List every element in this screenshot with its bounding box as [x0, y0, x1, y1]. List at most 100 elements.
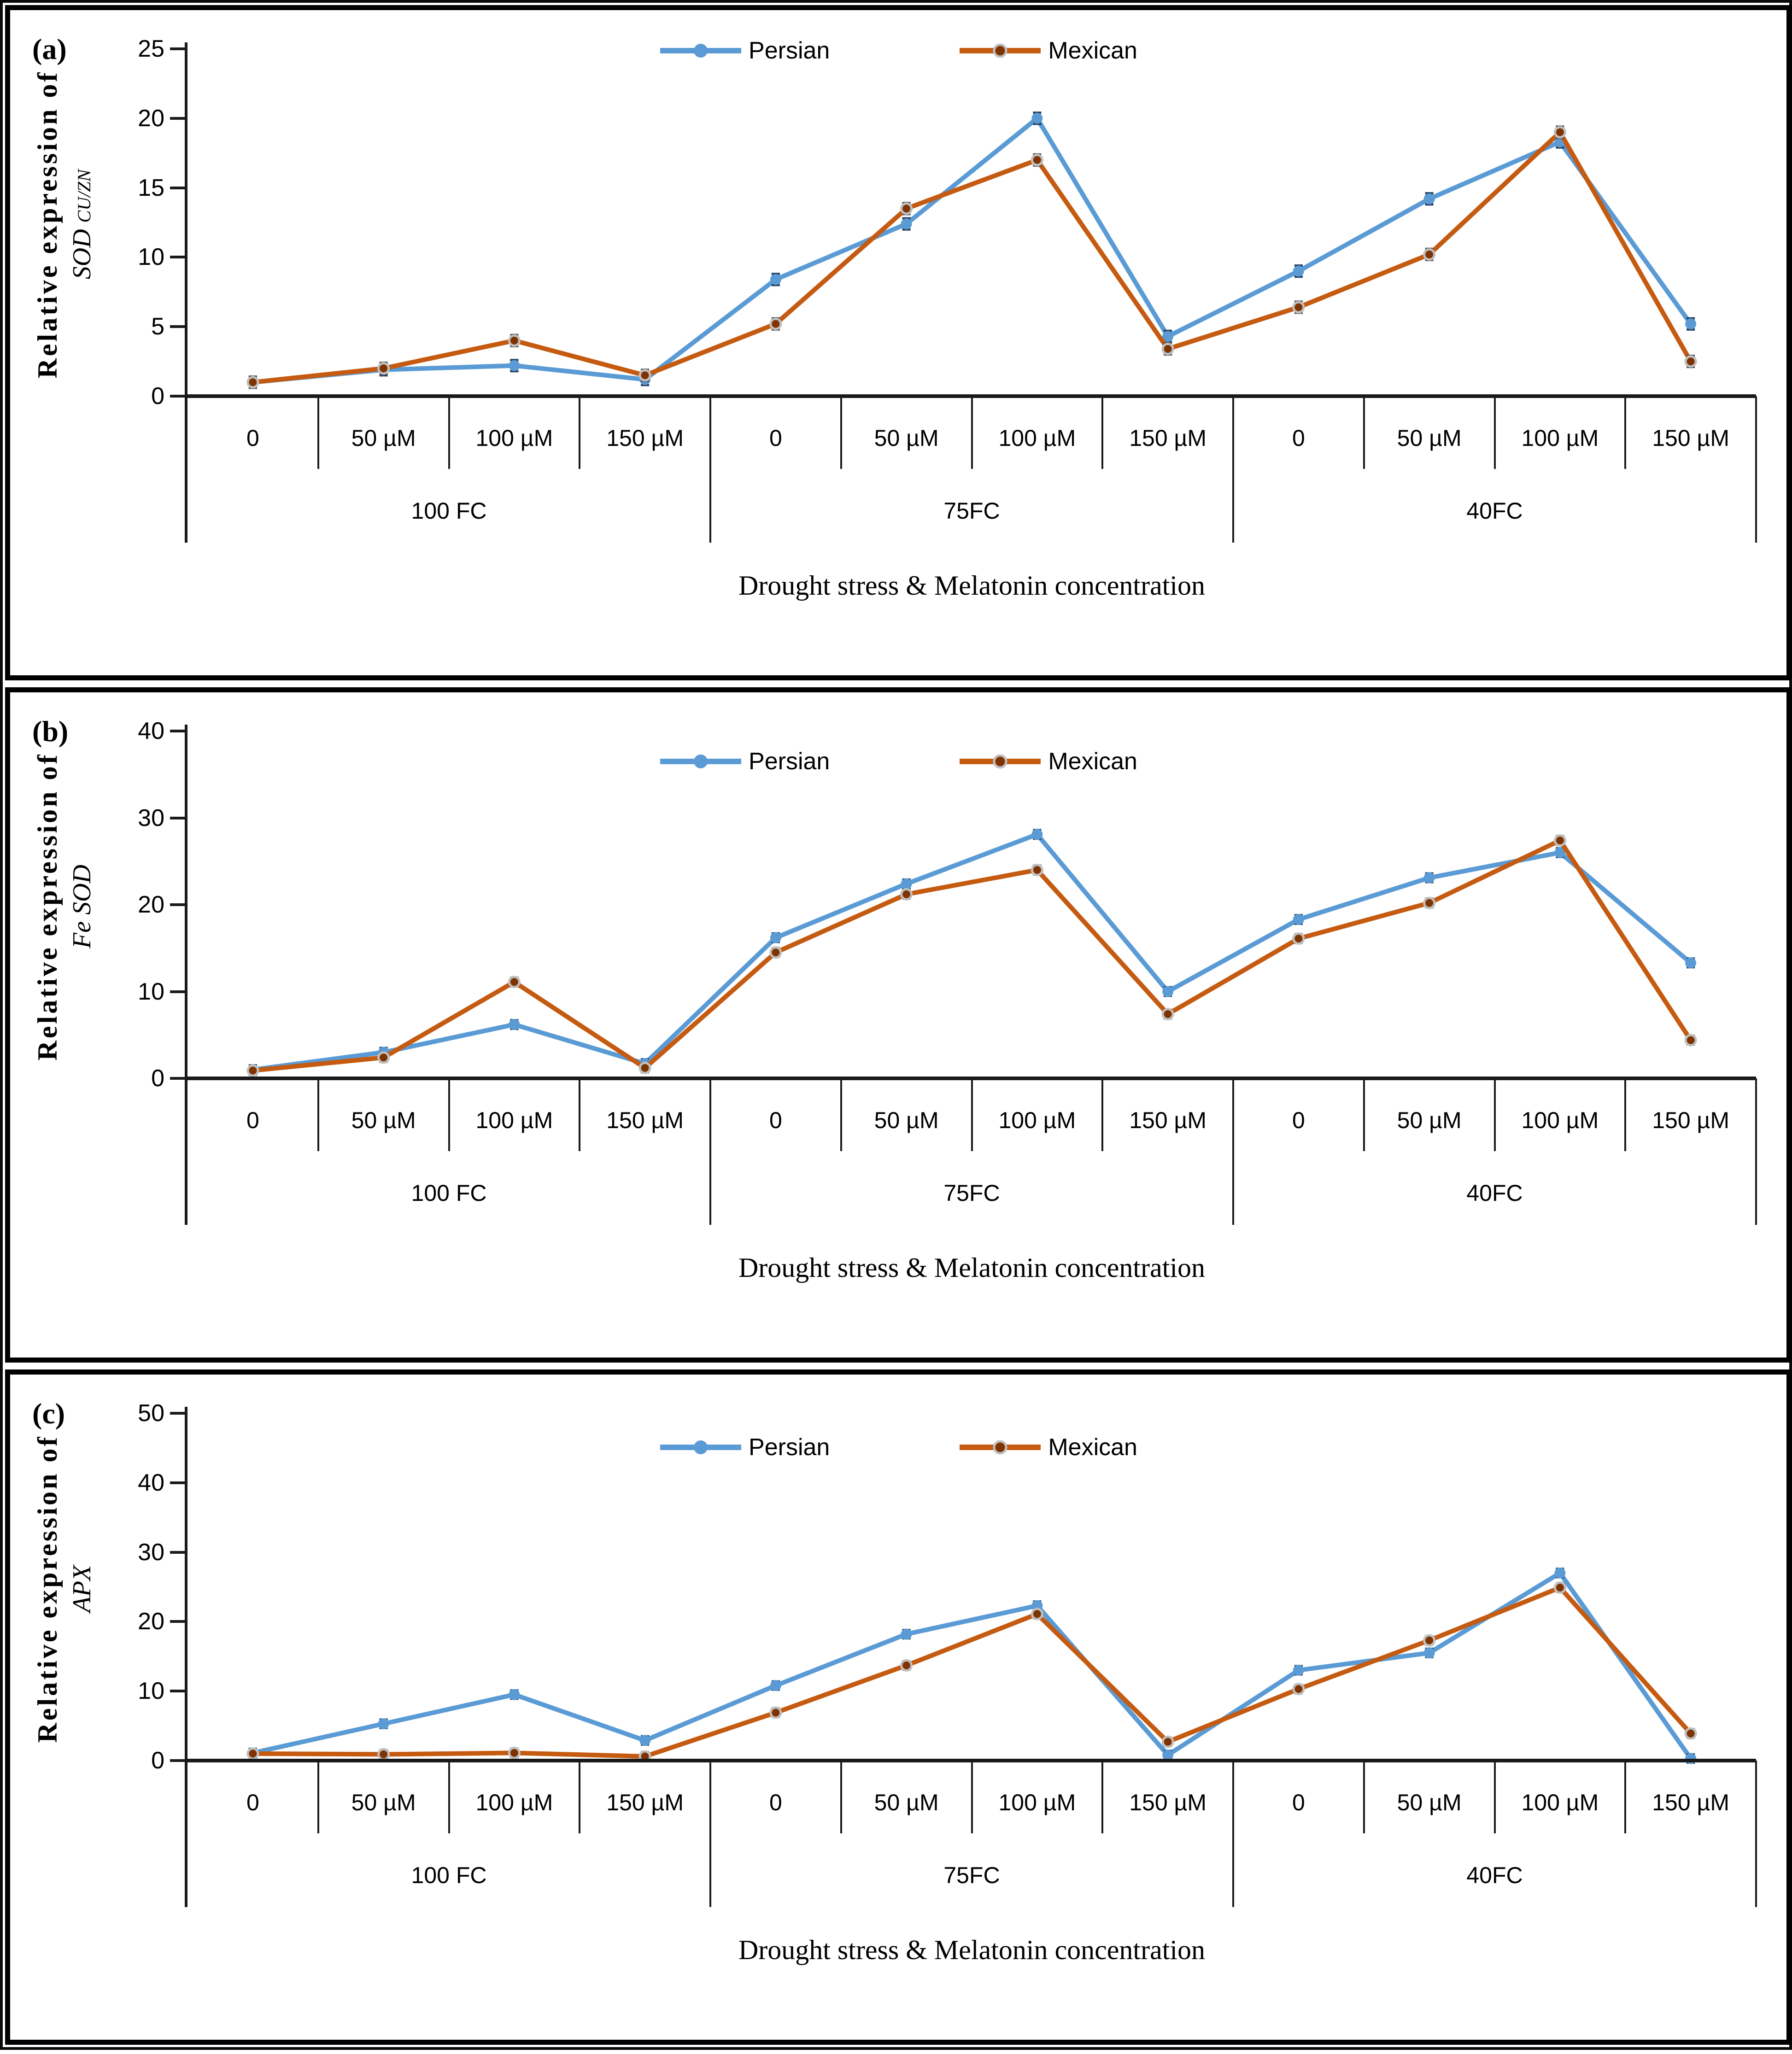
data-point-marker-persian: [1293, 1664, 1304, 1676]
y-axis-line: [185, 1407, 187, 1907]
series-line-mexican: [250, 838, 1693, 1073]
category-divider-line: [579, 1761, 581, 1833]
data-point-marker-persian: [1031, 112, 1043, 124]
y-tick-mark: [170, 325, 185, 328]
data-point-marker-persian: [639, 1735, 651, 1746]
data-point-marker-persian: [1685, 957, 1697, 969]
persian-line-marker-icon: [660, 44, 742, 58]
legend-item-mexican: Mexican: [959, 1434, 1137, 1461]
gene-name: SOD: [68, 229, 96, 280]
y-tick-mark: [170, 1481, 185, 1484]
category-divider-line: [317, 1761, 319, 1833]
category-label: 150 µM: [1129, 1790, 1207, 1815]
data-point-marker-mexican: [900, 888, 913, 901]
data-point-marker-mexican: [1553, 834, 1566, 847]
data-point-marker-persian: [1031, 829, 1043, 840]
category-label: 150 µM: [1129, 425, 1207, 451]
data-point-marker-mexican: [638, 369, 651, 382]
legend-item-mexican: Mexican: [959, 37, 1137, 64]
y-tick-label: 5: [151, 313, 164, 340]
category-divider-line: [448, 1078, 450, 1151]
y-tick-label: 0: [151, 1747, 164, 1774]
data-point-marker-mexican: [638, 1061, 651, 1074]
category-divider-line: [1624, 396, 1627, 469]
group-divider-line: [1232, 396, 1234, 543]
panel-b: (b) Relative expression of Fe SOD Persia…: [5, 687, 1792, 1363]
category-divider-line: [1493, 1761, 1496, 1833]
y-axis-title-gene: APX: [65, 1409, 101, 1768]
category-divider-line: [1363, 1078, 1365, 1151]
data-point-marker-persian: [1554, 136, 1566, 148]
group-divider-line: [1755, 1078, 1757, 1225]
series-line-persian: [250, 832, 1693, 1072]
y-tick-mark: [170, 990, 185, 993]
data-point-marker-mexican: [508, 1746, 521, 1759]
category-label: 150 µM: [606, 1107, 684, 1133]
data-point-marker-persian: [378, 1718, 389, 1730]
category-label: 150 µM: [1129, 1107, 1207, 1133]
legend-label-mexican: Mexican: [1048, 1434, 1137, 1461]
legend-label-mexican: Mexican: [1048, 37, 1137, 64]
data-point-marker-mexican: [508, 976, 521, 989]
group-label: 40FC: [1466, 1180, 1523, 1206]
category-label: 50 µM: [1397, 1790, 1462, 1815]
x-axis-line: [185, 394, 1756, 398]
data-point-marker-mexican: [1423, 248, 1436, 261]
y-axis-title-gene: SOD CU/ZN: [65, 45, 101, 404]
data-point-marker-mexican: [1031, 1608, 1043, 1621]
category-divider-line: [840, 1761, 842, 1833]
y-tick-mark: [170, 186, 185, 189]
category-label: 0: [1292, 1107, 1305, 1133]
category-label: 50 µM: [874, 1790, 939, 1815]
y-tick-mark: [170, 903, 185, 906]
y-tick-mark: [170, 1620, 185, 1623]
category-divider-line: [579, 1078, 581, 1151]
x-axis-title: Drought stress & Melatonin concentration: [738, 1252, 1206, 1283]
data-point-marker-persian: [1423, 872, 1435, 884]
data-point-marker-mexican: [1684, 1727, 1697, 1740]
data-point-marker-mexican: [246, 376, 259, 389]
data-point-marker-mexican: [1553, 126, 1566, 139]
data-point-marker-persian: [509, 1689, 520, 1700]
y-tick-label: 20: [138, 891, 164, 918]
data-point-marker-persian: [247, 1064, 258, 1076]
series-line-mexican: [250, 1585, 1693, 1759]
y-tick-mark: [170, 1551, 185, 1554]
legend: Persian Mexican: [659, 1434, 1137, 1461]
category-divider-line: [1363, 1761, 1365, 1833]
y-tick-label: 0: [151, 383, 164, 410]
category-divider-line: [1101, 1761, 1104, 1833]
category-label: 0: [769, 1107, 782, 1133]
group-label: 100 FC: [411, 1180, 487, 1206]
category-label: 150 µM: [1652, 425, 1730, 451]
y-tick-mark: [170, 1077, 185, 1080]
category-label: 0: [246, 425, 259, 451]
category-divider-line: [1624, 1078, 1627, 1151]
data-point-marker-mexican: [1684, 1034, 1697, 1047]
panel-a: (a) Relative expression of SOD CU/ZN Per…: [5, 5, 1792, 680]
data-point-marker-persian: [1423, 193, 1435, 205]
y-axis-line: [185, 42, 187, 543]
category-label: 100 µM: [475, 1790, 553, 1815]
group-label: 75FC: [943, 1180, 1000, 1206]
group-divider-line: [1232, 1761, 1234, 1907]
data-point-marker-persian: [901, 878, 912, 889]
y-tick-label: 15: [138, 174, 164, 201]
category-label: 100 µM: [475, 1107, 553, 1133]
data-point-marker-persian: [509, 360, 520, 371]
legend-item-persian: Persian: [659, 37, 830, 64]
data-point-marker-mexican: [1161, 342, 1174, 355]
y-tick-mark: [170, 730, 185, 732]
category-label: 100 µM: [1521, 1790, 1599, 1815]
data-point-marker-mexican: [1423, 896, 1436, 909]
category-divider-line: [1493, 396, 1496, 469]
category-divider-line: [1101, 396, 1104, 469]
data-point-marker-persian: [770, 1680, 781, 1691]
data-point-marker-persian: [1162, 331, 1174, 342]
data-point-marker-persian: [639, 374, 651, 385]
y-tick-label: 25: [138, 35, 164, 62]
panel-c: (c) Relative expression of APX Persian M…: [5, 1369, 1792, 2045]
category-divider-line: [579, 396, 581, 469]
data-point-marker-mexican: [1684, 355, 1697, 368]
y-axis-title-prefix: Relative expression of: [32, 752, 63, 1061]
